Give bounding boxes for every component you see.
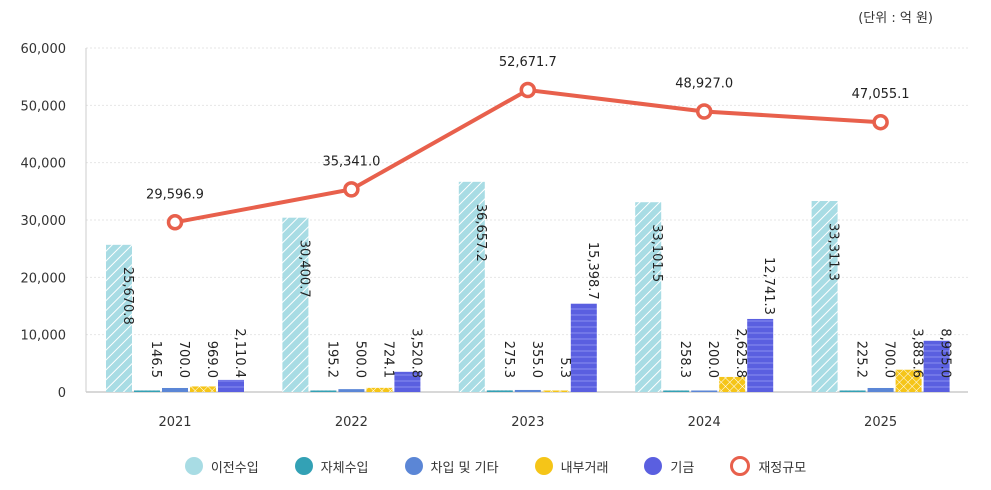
bar-차입 및 기타[interactable] [867,387,894,392]
bar-value-label: 700.0 [882,341,897,378]
x-tick-label: 2022 [335,415,368,430]
x-tick-label: 2021 [158,415,191,430]
bar-value-label: 5.3 [557,357,572,378]
bar-이전수입[interactable] [635,202,662,392]
line-value-label: 52,671.7 [499,55,557,70]
y-tick-label: 10,000 [21,329,67,344]
legend-label: 재정규모 [758,460,807,476]
bar-내부거래[interactable] [366,387,393,392]
bar-차입 및 기타[interactable] [514,389,541,392]
bar-value-label: 700.0 [176,341,191,378]
bar-value-label: 30,400.7 [296,240,311,298]
bar-내부거래[interactable] [190,386,216,392]
bar-value-label: 2,625.8 [733,328,748,378]
bar-기금[interactable] [394,371,421,392]
y-tick-label: 30,000 [21,214,67,229]
legend-swatch-icon [534,457,553,475]
bar-value-label: 200.0 [705,341,720,378]
legend-label: 자체수입 [320,460,369,476]
legend-label: 내부거래 [560,460,609,476]
legend-label: 차입 및 기타 [430,460,499,476]
legend-label: 이전수입 [210,460,259,476]
bar-value-label: 3,883.6 [910,328,925,378]
chart-legend: 이전수입 자체수입 차입 및 기타 내부거래 기금 재정규모 [0,456,991,476]
bar-차입 및 기타[interactable] [338,389,365,392]
bar-value-label: 969.0 [204,341,219,378]
chart-plot: 0 10,000 20,000 30,000 40,000 50,000 60,000 25,… [21,42,968,430]
line-value-label: 29,596.9 [146,187,204,202]
line-value-label: 35,341.0 [322,154,380,169]
line-point-marker[interactable] [166,214,184,231]
bar-자체수입[interactable] [486,390,513,392]
bar-내부거래[interactable] [895,369,922,392]
bar-기금[interactable] [923,340,950,392]
bar-내부거래[interactable] [719,376,746,392]
bar-value-label: 2,110.4 [232,328,247,378]
bar-이전수입[interactable] [458,181,485,392]
bar-이전수입[interactable] [282,217,309,392]
y-tick-label: 60,000 [21,42,67,57]
bar-value-label: 275.3 [501,341,516,378]
bar-기금[interactable] [218,379,244,392]
x-tick-label: 2023 [511,415,544,430]
bar-이전수입[interactable] [106,244,132,392]
y-tick-label: 50,000 [21,99,67,114]
line-series-fiscal-scale [174,87,881,225]
bar-이전수입[interactable] [811,201,838,392]
y-tick-label: 0 [58,386,66,401]
bar-value-label: 500.0 [352,341,367,378]
legend-item-fiscal-scale[interactable]: 재정규모 [730,456,806,476]
bar-value-label: 25,670.8 [120,267,135,325]
bar-value-label: 3,520.8 [408,328,423,378]
bar-자체수입[interactable] [134,390,160,393]
legend-item-internal-transactions[interactable]: 내부거래 [534,456,609,476]
bar-value-label: 355.0 [529,341,544,378]
line-point-marker[interactable] [872,113,889,131]
bar-value-label: 195.2 [324,341,339,378]
legend-label: 기금 [670,460,695,476]
y-tick-label: 20,000 [21,271,67,286]
line-value-label: 47,055.1 [852,87,910,102]
bar-자체수입[interactable] [839,390,866,393]
line-value-label: 48,927.0 [675,76,733,91]
unit-note: (단위 : 억 원) [858,11,933,26]
line-point-marker[interactable] [343,181,360,198]
bar-차입 및 기타[interactable] [162,387,188,392]
bar-value-label: 15,398.7 [585,242,600,300]
bar-자체수입[interactable] [663,390,690,393]
bar-자체수입[interactable] [310,390,337,393]
x-tick-label: 2024 [688,415,721,430]
legend-swatch-icon [294,457,313,475]
bar-value-label: 36,657.2 [473,204,488,262]
legend-item-borrowing[interactable]: 차입 및 기타 [404,456,499,476]
bar-value-label: 12,741.3 [761,257,776,315]
x-tick-label: 2025 [864,415,897,430]
bar-value-label: 33,101.5 [649,224,664,282]
bar-value-label: 146.5 [148,341,163,378]
bar-기금[interactable] [570,303,597,392]
bar-value-label: 258.3 [677,341,692,378]
bar-value-label: 8,935.0 [938,328,953,378]
legend-swatch-icon [404,457,423,475]
legend-line-marker-icon [730,456,751,476]
bar-value-label: 33,311.3 [826,223,841,281]
y-tick-label: 40,000 [21,157,67,172]
legend-swatch-icon [644,457,663,475]
bar-기금[interactable] [747,318,774,392]
line-point-marker[interactable] [519,81,537,99]
bar-value-label: 225.2 [854,341,869,378]
bar-내부거래[interactable] [542,390,569,393]
legend-item-fund[interactable]: 기금 [644,456,694,476]
legend-item-transfer-income[interactable]: 이전수입 [184,456,259,476]
legend-item-own-income[interactable]: 자체수입 [294,456,369,476]
line-point-marker[interactable] [695,103,713,120]
bar-차입 및 기타[interactable] [691,390,718,393]
legend-swatch-icon [184,457,203,475]
bar-value-label: 724.1 [380,341,395,378]
